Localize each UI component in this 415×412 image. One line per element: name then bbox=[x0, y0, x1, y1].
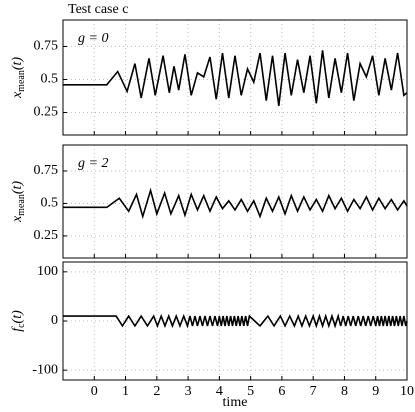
x-tick-label: 3 bbox=[185, 384, 192, 399]
y-axis-label-base: x bbox=[10, 215, 25, 223]
y-axis-label-sub: mean bbox=[16, 194, 27, 216]
y-axis-label-sub: c bbox=[16, 323, 27, 328]
y-tick-label: 0 bbox=[51, 313, 58, 328]
x-tick-label: 8 bbox=[341, 384, 348, 399]
x-tick-label: 0 bbox=[91, 384, 98, 399]
data-line bbox=[63, 50, 408, 107]
y-axis-label: fc(t) bbox=[10, 310, 27, 332]
y-tick-label: 0.5 bbox=[41, 72, 59, 87]
y-tick-label: 0.5 bbox=[41, 196, 59, 211]
y-axis-label-arg: (t) bbox=[10, 181, 25, 195]
y-tick-label: 0.25 bbox=[34, 105, 59, 120]
x-tick-label: 1 bbox=[122, 384, 129, 399]
annotation: g = 2 bbox=[78, 156, 108, 171]
plot-frame bbox=[62, 144, 408, 259]
x-tick-label: 9 bbox=[372, 384, 379, 399]
y-tick-label: -100 bbox=[32, 362, 58, 377]
y-axis-label-arg: (t) bbox=[10, 57, 25, 71]
annotation: g = 0 bbox=[78, 31, 108, 46]
y-tick-label: 0.75 bbox=[34, 163, 59, 178]
x-axis-label: time bbox=[223, 395, 248, 410]
plot-frame bbox=[62, 19, 408, 136]
x-tick-label: 2 bbox=[153, 384, 160, 399]
y-axis-label: xmean(t) bbox=[10, 181, 27, 223]
y-axis-label: xmean(t) bbox=[10, 57, 27, 99]
data-line bbox=[63, 313, 408, 329]
y-axis-label-base: f bbox=[10, 326, 25, 332]
chart-title: Test case c bbox=[68, 2, 128, 17]
x-tick-label: 4 bbox=[216, 384, 223, 399]
y-axis-label-arg: (t) bbox=[10, 310, 25, 324]
x-tick-label: 6 bbox=[278, 384, 285, 399]
y-tick-label: 0.75 bbox=[34, 39, 59, 54]
x-tick-label: 7 bbox=[310, 384, 317, 399]
x-tick-label: 5 bbox=[247, 384, 254, 399]
y-tick-label: 0.25 bbox=[34, 228, 59, 243]
y-tick-label: 100 bbox=[37, 264, 58, 279]
x-tick-label: 10 bbox=[400, 384, 414, 399]
y-axis-label-sub: mean bbox=[16, 70, 27, 92]
data-line bbox=[63, 187, 408, 220]
y-axis-label-base: x bbox=[10, 91, 25, 99]
